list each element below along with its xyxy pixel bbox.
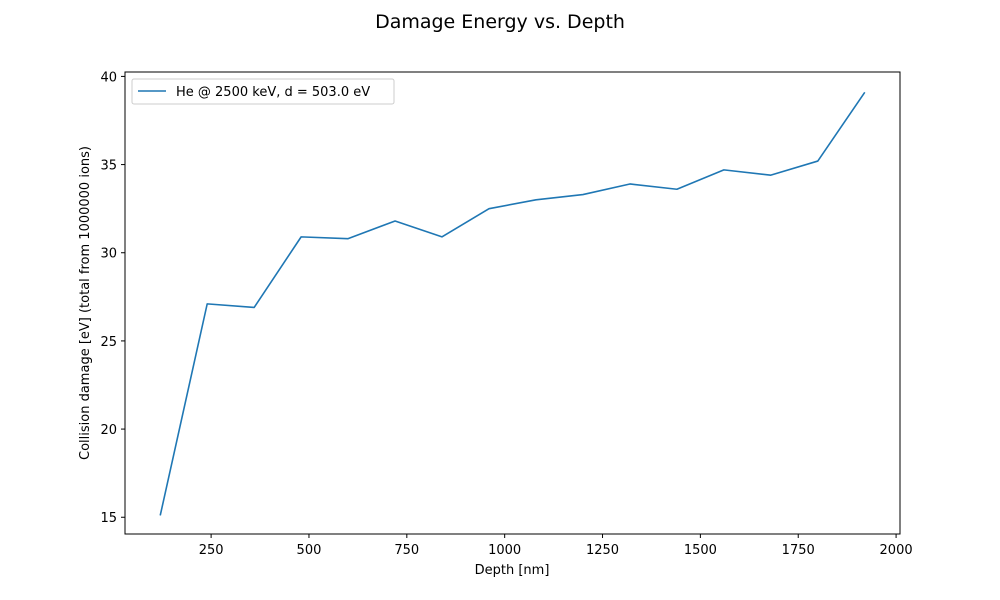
legend-label: He @ 2500 keV, d = 503.0 eV bbox=[176, 85, 370, 100]
plot-area bbox=[124, 71, 901, 535]
plot-frame bbox=[124, 71, 901, 535]
x-tick-label: 2000 bbox=[880, 543, 913, 558]
y-axis: 15 20 25 30 35 40 bbox=[100, 70, 125, 526]
y-tick-label: 35 bbox=[100, 159, 117, 174]
legend: He @ 2500 keV, d = 503.0 eV bbox=[131, 78, 395, 105]
y-tick-label: 40 bbox=[100, 70, 117, 85]
x-axis-label: Depth [nm] bbox=[475, 563, 550, 578]
series-line bbox=[159, 91, 866, 516]
x-tick-label: 500 bbox=[297, 543, 322, 558]
legend-box bbox=[131, 78, 395, 105]
x-tick-label: 750 bbox=[394, 543, 419, 558]
y-tick-label: 15 bbox=[100, 511, 117, 526]
x-tick-label: 1500 bbox=[684, 543, 717, 558]
series-layer bbox=[159, 91, 866, 516]
x-tick-label: 1250 bbox=[586, 543, 619, 558]
chart-title: Damage Energy vs. Depth bbox=[375, 11, 625, 33]
x-tick-label: 1000 bbox=[488, 543, 521, 558]
x-tick-label: 1750 bbox=[782, 543, 815, 558]
y-tick-label: 25 bbox=[100, 335, 117, 350]
x-axis: 250 500 750 1000 1250 1500 1750 2000 bbox=[199, 534, 913, 558]
x-tick-label: 250 bbox=[199, 543, 224, 558]
y-axis-label: Collision damage [eV] (total from 100000… bbox=[78, 146, 93, 460]
y-tick-label: 30 bbox=[100, 247, 117, 262]
y-tick-label: 20 bbox=[100, 423, 117, 438]
